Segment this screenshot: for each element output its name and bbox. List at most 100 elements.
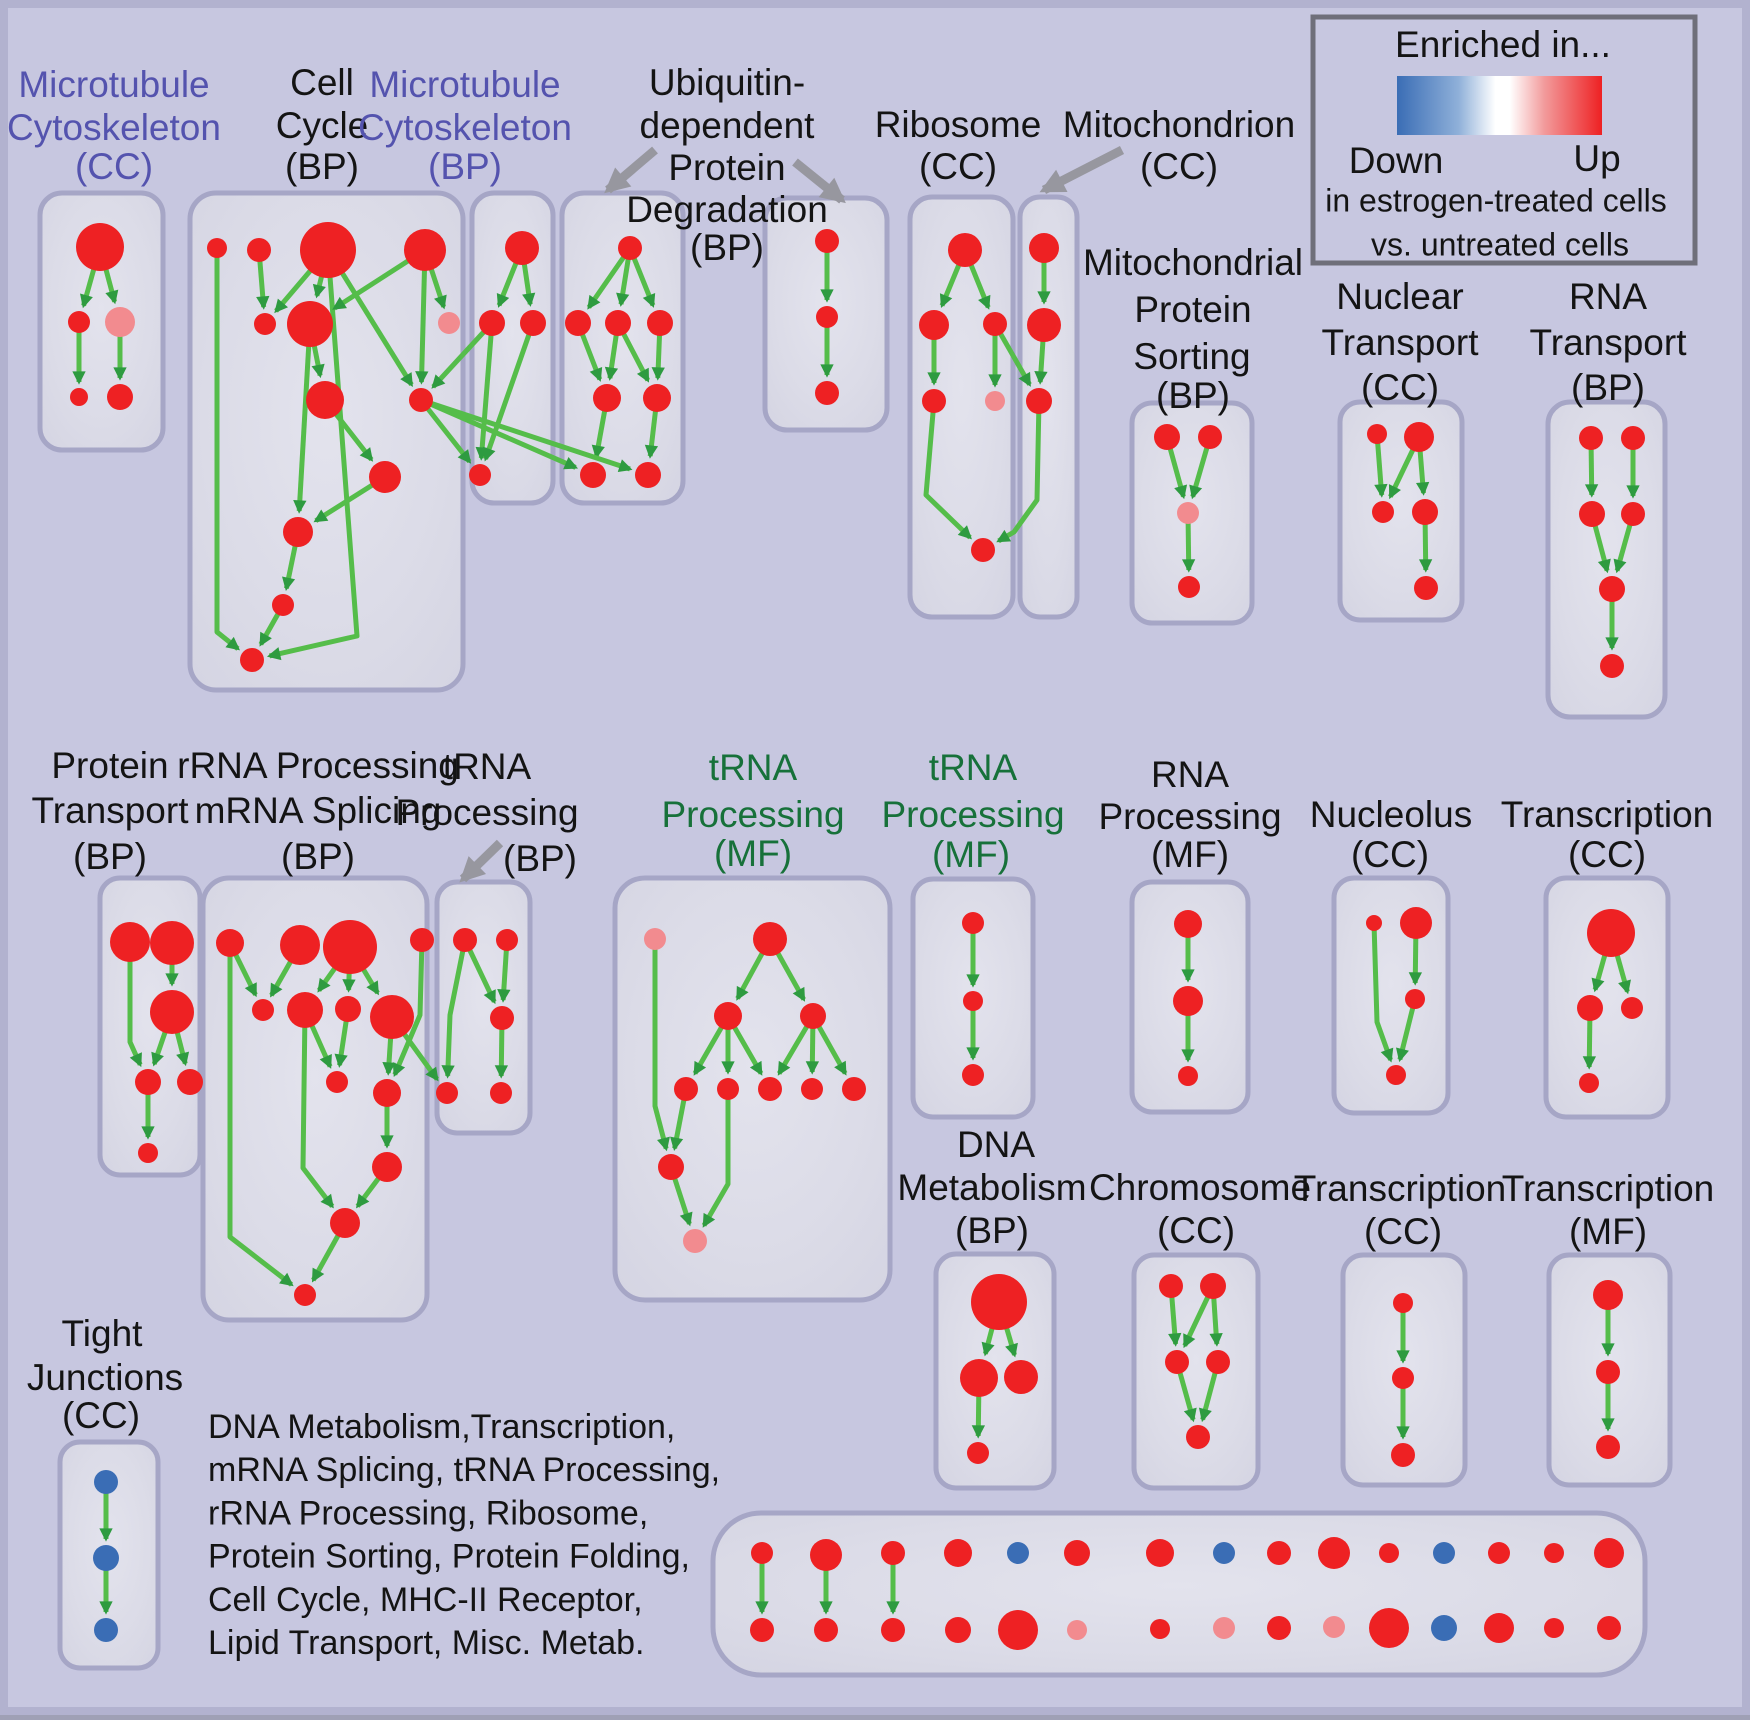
cluster-label-rna-transport-bp-line2: (BP) <box>1571 367 1645 408</box>
go-term-node-microtubule-cytoskeleton-bp-1 <box>479 310 505 336</box>
cluster-label-mitochondrion-cc-line1: (CC) <box>1140 146 1218 187</box>
go-term-node-mitochondrial-protein-sorting-bp-3 <box>1178 576 1200 598</box>
cluster-label-trna-processing-bp-line2: (BP) <box>503 838 577 879</box>
go-term-node-cell-cycle-bp-3 <box>404 229 446 271</box>
go-term-node-transcription-cc-row2-2 <box>1621 997 1643 1019</box>
cluster-box-trna-processing-mf-center <box>612 875 893 1303</box>
go-term-node-dna-metabolism-bp-1 <box>960 1359 998 1397</box>
go-term-node-nuclear-transport-cc-4 <box>1414 576 1438 600</box>
edge-arrow-ribosome-cc <box>923 400 972 540</box>
go-term-node-shared-terms-strip-7 <box>945 1617 971 1643</box>
cluster-label-trna-processing-bp-line0: tRNA <box>443 746 532 787</box>
edge-arrow-cross-cluster <box>996 400 1042 544</box>
cluster-label-rna-transport-bp-line0: RNA <box>1569 276 1647 317</box>
go-term-node-trna-processing-mf-center-2 <box>714 1002 742 1030</box>
cluster-label-ubiquitin-dependent-protein-degradation-bp-line2: Protein <box>668 147 785 188</box>
go-term-node-trna-processing-mf-center-4 <box>674 1077 698 1101</box>
legend-up-label: Up <box>1573 138 1620 179</box>
go-term-node-shared-terms-strip-11 <box>1067 1620 1087 1640</box>
go-term-node-cell-cycle-bp-9 <box>369 461 401 493</box>
go-term-node-shared-terms-strip-17 <box>1267 1616 1291 1640</box>
go-term-node-shared-terms-strip-21 <box>1369 1608 1409 1648</box>
go-term-node-rrna-processing-mrna-splicing-bp-9 <box>373 1079 401 1107</box>
edge-arrow-trna-processing-mf-center <box>701 1089 731 1228</box>
go-term-node-trna-processing-mf-center-7 <box>801 1078 823 1100</box>
go-term-node-nucleolus-cc-2 <box>1405 989 1425 1009</box>
go-term-node-microtubule-cytoskeleton-cc-3 <box>70 388 88 406</box>
go-term-node-shared-terms-strip-20 <box>1379 1543 1399 1563</box>
edge-arrow-trna-processing-bp <box>441 939 468 1079</box>
go-term-node-nuclear-transport-cc-1 <box>1404 422 1434 452</box>
go-term-node-shared-terms-strip-29 <box>1597 1616 1621 1640</box>
go-term-node-dna-metabolism-bp-2 <box>1004 1360 1038 1394</box>
label-pointer-arrow-0 <box>604 146 658 194</box>
go-term-node-chromosome-cc-1 <box>1200 1273 1226 1299</box>
go-term-node-shared-terms-strip-6 <box>944 1539 972 1567</box>
go-term-node-rrna-processing-mrna-splicing-bp-12 <box>294 1284 316 1306</box>
go-term-node-trna-processing-mf-center-10 <box>683 1229 707 1253</box>
cluster-label-transcription-cc-row3-line0: Transcription <box>1294 1168 1506 1209</box>
cluster-label-microtubule-cytoskeleton-bp-line0: Microtubule <box>369 64 560 105</box>
go-term-node-ubiquitin-dependent-protein-degradation-bp-7 <box>635 462 661 488</box>
cluster-label-ubiquitin-dependent-protein-degradation-bp-line0: Ubiquitin- <box>649 62 805 103</box>
go-term-node-rrna-processing-mrna-splicing-bp-6 <box>335 996 361 1022</box>
cluster-label-chromosome-cc-line1: (CC) <box>1157 1210 1235 1251</box>
go-term-node-chromosome-cc-2 <box>1165 1350 1189 1374</box>
edge-arrow-nuclear-transport-cc <box>1374 433 1388 498</box>
go-term-node-trna-processing-mf-center-3 <box>800 1003 826 1029</box>
edge-arrow-protein-transport-bp <box>127 942 143 1068</box>
go-term-node-shared-terms-strip-14 <box>1213 1542 1235 1564</box>
go-term-node-mitochondrial-protein-sorting-bp-0 <box>1154 424 1180 450</box>
go-term-node-cell-cycle-bp-0 <box>207 238 227 258</box>
edge-arrow-ubiquitin-dependent-protein-degradation-bp <box>586 246 633 310</box>
cluster-label-ubiquitin-dependent-protein-degradation-bp-line1: dependent <box>640 105 816 146</box>
cluster-box-shared-terms-strip <box>710 1510 1648 1678</box>
go-term-node-transcription-cc-row3-2 <box>1391 1443 1415 1467</box>
go-term-node-nucleolus-cc-0 <box>1366 915 1382 931</box>
go-term-node-dna-metabolism-bp-0 <box>971 1274 1027 1330</box>
edge-arrow-cell-cycle-bp <box>266 249 360 661</box>
go-term-node-shared-terms-strip-1 <box>750 1618 774 1642</box>
cluster-box-nuclear-transport-cc <box>1337 399 1465 623</box>
go-term-node-cell-cycle-bp-2 <box>300 222 356 278</box>
legend-subtitle-line1: in estrogen-treated cells <box>1325 182 1667 218</box>
go-term-node-rna-transport-bp-3 <box>1621 502 1645 526</box>
shared-terms-text-line1: mRNA Splicing, tRNA Processing, <box>208 1451 720 1489</box>
go-term-node-shared-terms-strip-28 <box>1594 1538 1624 1568</box>
go-term-node-microtubule-cytoskeleton-cc-1 <box>68 311 90 333</box>
go-term-node-trna-processing-bp-4 <box>490 1082 512 1104</box>
go-term-node-dna-metabolism-bp-3 <box>967 1442 989 1464</box>
go-term-node-tight-junctions-cc-0 <box>94 1470 118 1494</box>
cluster-label-protein-transport-bp-line1: Transport <box>32 790 190 831</box>
go-term-node-mitochondrial-protein-sorting-bp-2 <box>1177 502 1199 524</box>
go-term-node-trna-processing-mf-center-9 <box>658 1154 684 1180</box>
cluster-label-dna-metabolism-bp-line2: (BP) <box>955 1210 1029 1251</box>
go-term-node-tight-junctions-cc-1 <box>93 1545 119 1571</box>
go-term-node-chromosome-cc-0 <box>1159 1274 1183 1298</box>
cluster-label-trna-processing-mf-right-line0: tRNA <box>929 747 1018 788</box>
go-term-node-trna-processing-mf-center-6 <box>758 1077 782 1101</box>
go-term-node-rrna-processing-mrna-splicing-bp-2 <box>323 920 377 974</box>
cluster-label-rrna-processing-mrna-splicing-bp-line1: mRNA Splicing <box>195 790 442 831</box>
cluster-box-chromosome-cc <box>1131 1252 1261 1491</box>
pointer-arrows-layer <box>459 145 1125 883</box>
go-term-node-shared-terms-strip-9 <box>998 1610 1038 1650</box>
go-term-node-cell-cycle-bp-10 <box>283 517 313 547</box>
go-term-node-rrna-processing-mrna-splicing-bp-3 <box>410 928 434 952</box>
go-term-node-shared-terms-strip-2 <box>810 1539 842 1571</box>
cluster-label-trna-processing-bp-line1: Processing <box>395 792 578 833</box>
go-term-node-rrna-processing-mrna-splicing-bp-8 <box>326 1071 348 1093</box>
go-term-node-shared-terms-strip-4 <box>881 1541 905 1565</box>
go-term-node-microtubule-cytoskeleton-cc-4 <box>107 384 133 410</box>
go-term-node-shared-terms-strip-23 <box>1431 1615 1457 1641</box>
cluster-label-cell-cycle-bp-line0: Cell <box>290 62 354 103</box>
cluster-label-ubiquitin-dependent-protein-degradation-bp-line3: Degradation <box>626 189 828 230</box>
go-term-node-nucleolus-cc-1 <box>1400 907 1432 939</box>
go-term-node-shared-terms-strip-15 <box>1213 1617 1235 1639</box>
go-term-node-microtubule-cytoskeleton-cc-0 <box>76 223 124 271</box>
edge-arrow-microtubule-cytoskeleton-bp <box>475 322 495 461</box>
go-term-node-rna-transport-bp-2 <box>1579 501 1605 527</box>
